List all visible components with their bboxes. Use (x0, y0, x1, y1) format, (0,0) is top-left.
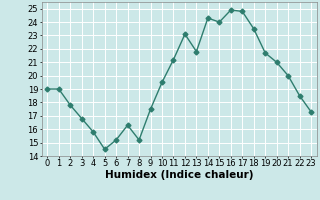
X-axis label: Humidex (Indice chaleur): Humidex (Indice chaleur) (105, 170, 253, 180)
